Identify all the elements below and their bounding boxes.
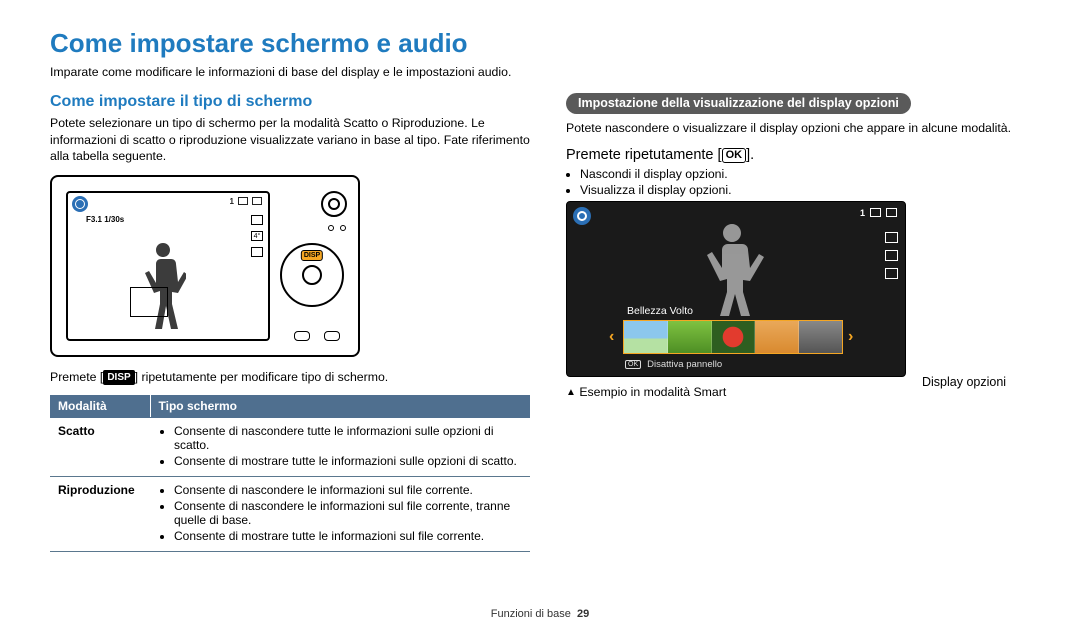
camera-illustration: 1 F3.1 1/30s 4° DISP bbox=[50, 175, 360, 357]
panel-off-hint: OK Disattiva pannello bbox=[625, 359, 722, 370]
bottom-buttons bbox=[294, 331, 340, 341]
display-options-label: Display opzioni bbox=[922, 375, 1006, 389]
options-pill: Impostazione della visualizzazione del d… bbox=[566, 93, 911, 114]
camera-screen: 1 F3.1 1/30s 4° bbox=[66, 191, 270, 341]
mode-icon bbox=[573, 207, 591, 225]
ok-key-icon: OK bbox=[625, 360, 641, 369]
smart-mode-screen: 1 Bellezza Volto ‹ › OK Disattiva pannel… bbox=[566, 201, 906, 377]
left-column: Come impostare il tipo di schermo Potete… bbox=[50, 93, 530, 552]
right-column: Impostazione della visualizzazione del d… bbox=[566, 93, 1030, 552]
table-row: Riproduzione Consente di nascondere le i… bbox=[50, 477, 530, 552]
mode-table: Modalità Tipo schermo Scatto Consente di… bbox=[50, 395, 530, 552]
page-footer: Funzioni di base 29 bbox=[0, 608, 1080, 620]
press-ok-line: Premete ripetutamente [OK]. bbox=[566, 147, 1030, 163]
thumb[interactable] bbox=[755, 321, 799, 353]
thumb[interactable] bbox=[668, 321, 712, 353]
page-title: Come impostare schermo e audio bbox=[50, 28, 1030, 59]
small-buttons-row bbox=[328, 225, 346, 231]
screen-status-bar: 1 bbox=[860, 208, 897, 218]
type-cell: Consente di nascondere le informazioni s… bbox=[150, 477, 530, 552]
right-para: Potete nascondere o visualizzare il disp… bbox=[566, 120, 1030, 137]
mode-cell: Scatto bbox=[50, 418, 150, 477]
focus-frame bbox=[130, 287, 168, 317]
th-type: Tipo schermo bbox=[150, 395, 530, 418]
thumb[interactable] bbox=[712, 321, 756, 353]
person-silhouette bbox=[697, 224, 767, 316]
thumb-strip[interactable] bbox=[623, 320, 843, 354]
side-icons bbox=[885, 232, 898, 279]
f-stop-text: F3.1 1/30s bbox=[86, 215, 124, 224]
lens-icon bbox=[321, 191, 347, 217]
page-intro: Imparate come modificare le informazioni… bbox=[50, 65, 1030, 79]
mode-cell: Riproduzione bbox=[50, 477, 150, 552]
left-section-title: Come impostare il tipo di schermo bbox=[50, 93, 530, 111]
thumb-arrow-left[interactable]: ‹ bbox=[609, 328, 614, 346]
th-mode: Modalità bbox=[50, 395, 150, 418]
type-cell: Consente di nascondere tutte le informaz… bbox=[150, 418, 530, 477]
table-row: Scatto Consente di nascondere tutte le i… bbox=[50, 418, 530, 477]
screen-side-icons: 4° bbox=[251, 215, 263, 257]
left-para: Potete selezionare un tipo di schermo pe… bbox=[50, 115, 530, 165]
triangle-icon: ▲ bbox=[566, 387, 576, 398]
thumb[interactable] bbox=[799, 321, 842, 353]
ok-chip: OK bbox=[722, 148, 747, 163]
thumb[interactable] bbox=[624, 321, 668, 353]
disp-button[interactable]: DISP bbox=[301, 250, 323, 261]
screen-top-bar: 1 bbox=[74, 197, 262, 206]
press-disp-line: Premete [DISP] ripetutamente per modific… bbox=[50, 369, 530, 386]
ok-bullets: Nascondi il display opzioni. Visualizza … bbox=[566, 167, 1030, 197]
dpad[interactable]: DISP bbox=[280, 243, 344, 307]
beauty-face-label: Bellezza Volto bbox=[627, 305, 693, 317]
disp-chip: DISP bbox=[103, 370, 134, 386]
thumb-arrow-right[interactable]: › bbox=[848, 328, 853, 346]
